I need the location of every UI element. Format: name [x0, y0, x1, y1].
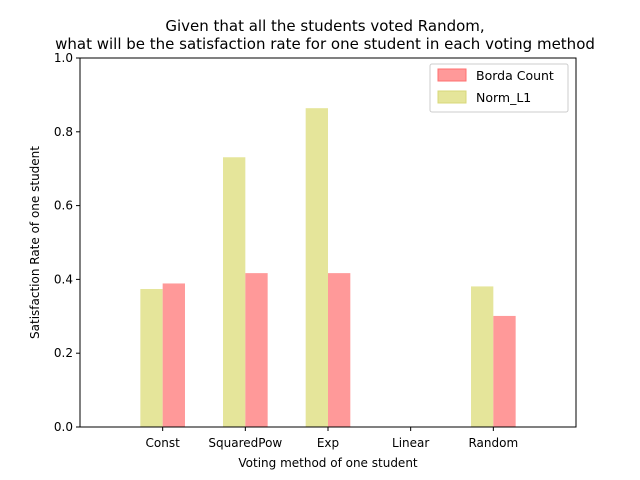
- bar-norm-l1-random: [471, 286, 494, 427]
- y-axis: 0.0 0.2 0.4 0.6 0.8 1.0: [54, 51, 80, 434]
- y-tick-label: 0.6: [54, 199, 73, 213]
- bar-borda-count-exp: [328, 273, 351, 427]
- y-axis-label: Satisfaction Rate of one student: [28, 146, 42, 339]
- legend: Borda Count Norm_L1: [429, 63, 569, 113]
- bar-norm-l1-squaredpow: [223, 157, 246, 428]
- y-tick-label: 0.0: [54, 420, 73, 434]
- bar-borda-count-const: [162, 283, 185, 427]
- y-tick-label: 1.0: [54, 51, 73, 65]
- chart-title-line-1: Given that all the students voted Random…: [165, 17, 484, 35]
- legend-swatch: [437, 90, 467, 104]
- x-tick-label: Random: [468, 436, 518, 450]
- legend-swatch: [437, 68, 467, 82]
- x-tick-label: Linear: [392, 436, 429, 450]
- bars-group: [140, 108, 516, 428]
- chart-title-line-2: what will be the satisfaction rate for o…: [55, 35, 595, 53]
- bar-borda-count-random: [493, 315, 516, 427]
- y-tick-label: 0.2: [54, 346, 73, 360]
- x-tick-label: Exp: [317, 436, 339, 450]
- x-axis: Const SquaredPow Exp Linear Random: [146, 427, 518, 450]
- chart-title: Given that all the students voted Random…: [55, 17, 595, 53]
- bar-norm-l1-exp: [305, 108, 328, 428]
- legend-label: Borda Count: [476, 68, 554, 83]
- bar-norm-l1-const: [140, 288, 163, 427]
- x-tick-label: SquaredPow: [208, 436, 282, 450]
- y-tick-label: 0.4: [54, 272, 73, 286]
- x-tick-label: Const: [146, 436, 181, 450]
- legend-label: Norm_L1: [476, 90, 531, 105]
- y-tick-label: 0.8: [54, 125, 73, 139]
- bar-borda-count-squaredpow: [245, 273, 268, 427]
- x-axis-label: Voting method of one student: [238, 456, 418, 470]
